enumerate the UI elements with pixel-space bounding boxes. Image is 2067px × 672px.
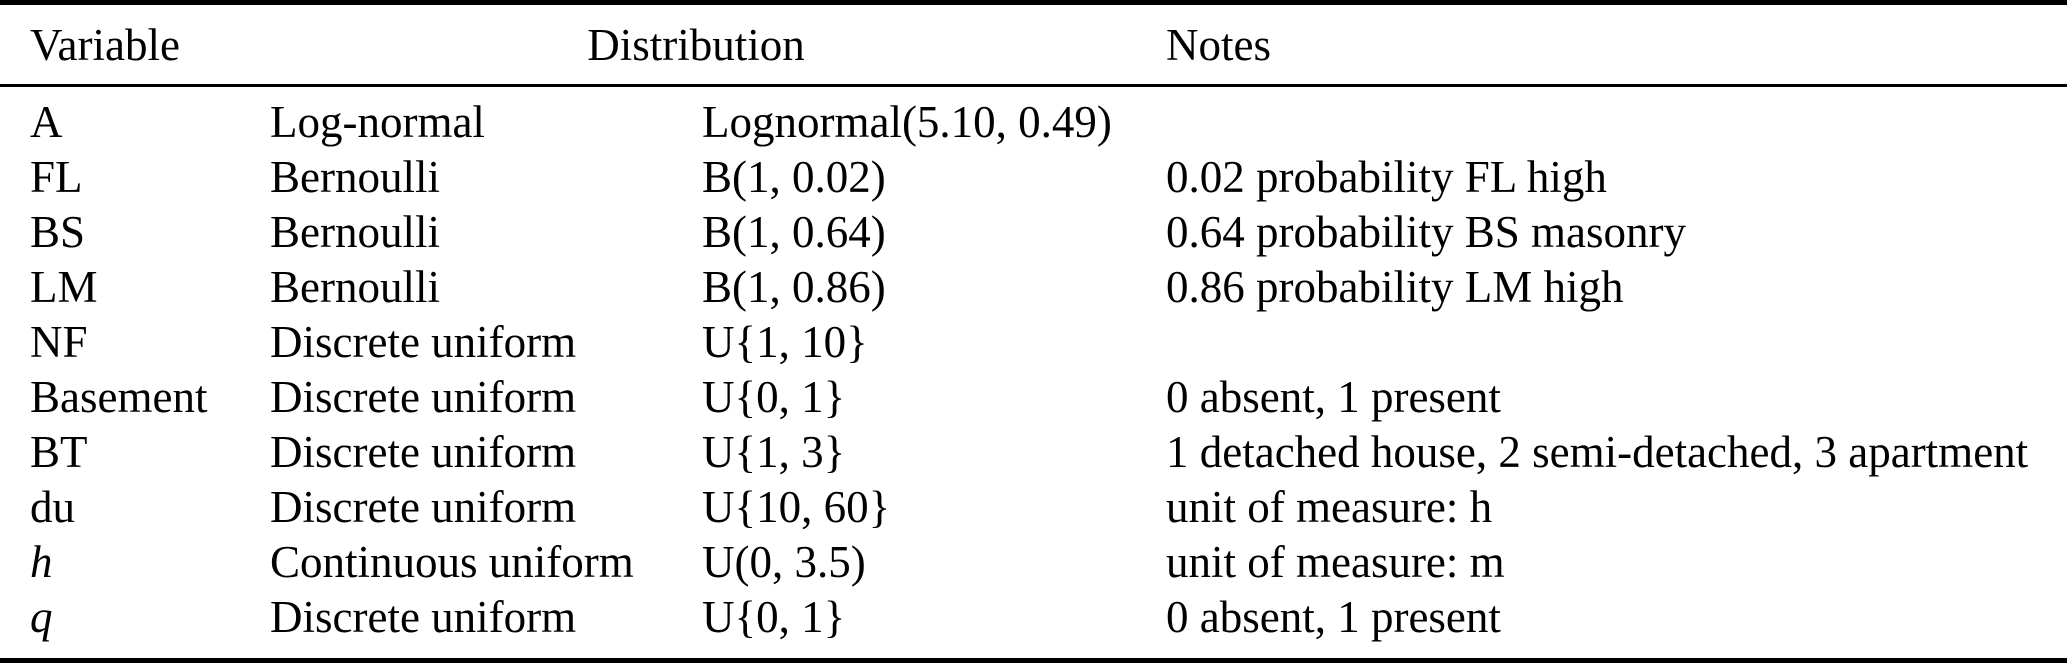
variable-cell: LM [30, 262, 98, 312]
distribution-params-cell: U{10, 60} [702, 482, 891, 532]
table-header-rule [0, 84, 2067, 87]
distribution-name-cell: Discrete uniform [270, 482, 577, 532]
variable-cell: BT [30, 427, 88, 477]
distribution-params-cell: B(1, 0.02) [702, 152, 886, 202]
distribution-name-cell: Discrete uniform [270, 592, 577, 642]
table-bottom-rule [0, 658, 2067, 663]
distribution-name-cell: Bernoulli [270, 262, 440, 312]
table-row: h Continuous uniform U(0, 3.5) unit of m… [30, 535, 2067, 590]
notes-cell: 0 absent, 1 present [1166, 592, 1501, 642]
table-row: BT Discrete uniform U{1, 3} 1 detached h… [30, 425, 2067, 480]
distribution-params-cell: B(1, 0.86) [702, 262, 886, 312]
table-row: Basement Discrete uniform U{0, 1} 0 abse… [30, 370, 2067, 425]
notes-cell [1166, 315, 2067, 370]
distribution-params-cell: U{0, 1} [702, 592, 846, 642]
notes-cell: unit of measure: h [1166, 482, 1493, 532]
distribution-name-cell: Discrete uniform [270, 372, 577, 422]
table-header-row: Variable Distribution Notes [0, 5, 2067, 84]
variable-cell: NF [30, 317, 88, 367]
header-variable: Variable [30, 19, 180, 70]
notes-cell: 0.02 probability FL high [1166, 152, 1607, 202]
variable-cell: FL [30, 152, 83, 202]
distribution-name-cell: Discrete uniform [270, 427, 577, 477]
notes-cell: unit of measure: m [1166, 537, 1505, 587]
distribution-name-cell: Bernoulli [270, 152, 440, 202]
distribution-params-cell: U{1, 3} [702, 427, 846, 477]
table-row: BS Bernoulli B(1, 0.64) 0.64 probability… [30, 205, 2067, 260]
notes-cell: 1 detached house, 2 semi-detached, 3 apa… [1166, 427, 2029, 477]
distribution-params-cell: B(1, 0.64) [702, 207, 886, 257]
distribution-params-cell: U{0, 1} [702, 372, 846, 422]
variable-cell: q [30, 592, 53, 642]
variable-cell: Basement [30, 372, 208, 422]
distribution-name-cell: Bernoulli [270, 207, 440, 257]
table-row: A Log-normal Lognormal(5.10, 0.49) [30, 95, 2067, 150]
table-top-rule [0, 0, 2067, 5]
distribution-name-cell: Discrete uniform [270, 317, 577, 367]
table-row: du Discrete uniform U{10, 60} unit of me… [30, 480, 2067, 535]
variable-cell: du [30, 482, 75, 532]
header-notes: Notes [1166, 19, 1271, 70]
variable-cell: h [30, 537, 53, 587]
variable-cell: A [30, 97, 63, 147]
notes-cell: 0 absent, 1 present [1166, 372, 1501, 422]
distribution-params-cell: U(0, 3.5) [702, 537, 866, 587]
table-body: A Log-normal Lognormal(5.10, 0.49) FL Be… [0, 87, 2067, 645]
distribution-params-cell: Lognormal(5.10, 0.49) [702, 97, 1112, 147]
notes-cell: 0.64 probability BS masonry [1166, 207, 1686, 257]
table-row: LM Bernoulli B(1, 0.86) 0.86 probability… [30, 260, 2067, 315]
distribution-name-cell: Continuous uniform [270, 537, 634, 587]
distribution-params-cell: U{1, 10} [702, 317, 868, 367]
notes-cell: 0.86 probability LM high [1166, 262, 1624, 312]
header-distribution: Distribution [587, 19, 805, 70]
table-row: q Discrete uniform U{0, 1} 0 absent, 1 p… [30, 590, 2067, 645]
variable-cell: BS [30, 207, 86, 257]
notes-cell [1166, 95, 2067, 150]
distribution-name-cell: Log-normal [270, 97, 485, 147]
table-row: FL Bernoulli B(1, 0.02) 0.02 probability… [30, 150, 2067, 205]
table-row: NF Discrete uniform U{1, 10} [30, 315, 2067, 370]
